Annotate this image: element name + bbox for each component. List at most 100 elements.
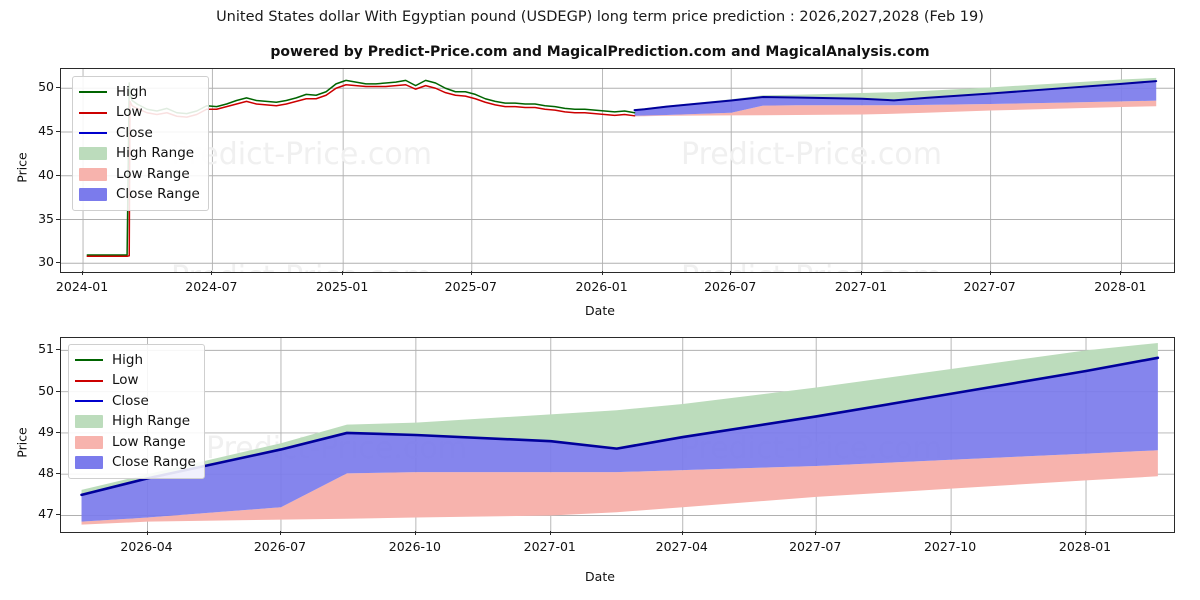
watermark-text: Predict-Price.com <box>171 137 432 172</box>
x-tick-label: 2025-01 <box>316 279 369 294</box>
close-range-band <box>634 81 1157 116</box>
x-tick-mark <box>342 271 344 275</box>
y-tick-mark <box>56 431 60 433</box>
x-tick-mark <box>860 271 862 275</box>
y-tick-label: 40 <box>38 166 54 182</box>
legend-label: Low Range <box>116 165 190 182</box>
legend-swatch-icon <box>79 188 107 202</box>
x-tick-label: 2027-01 <box>834 279 888 294</box>
legend-swatch-icon <box>79 147 107 161</box>
legend-row-low: Low <box>79 103 200 124</box>
legend-swatch-icon <box>79 86 107 99</box>
x-tick-mark <box>989 271 991 275</box>
x-tick-label: 2024-01 <box>55 279 109 294</box>
low-range-band <box>81 450 1158 525</box>
x-tick-label: 2026-07 <box>704 279 757 294</box>
x-tick-mark <box>601 271 603 275</box>
x-tick-mark <box>1085 531 1087 535</box>
legend-row-high: High <box>75 350 196 371</box>
y-tick-label: 30 <box>38 254 54 270</box>
x-tick-mark <box>82 271 84 275</box>
high-range-band <box>634 77 1157 111</box>
x-tick-mark <box>950 531 952 535</box>
legend-row-high-range: High Range <box>79 144 200 165</box>
x-tick-mark <box>211 271 213 275</box>
legend-row-close-range: Close Range <box>79 185 200 206</box>
x-tick-mark <box>1120 271 1122 275</box>
legend-row-low-range: Low Range <box>79 164 200 185</box>
x-tick-mark <box>815 531 817 535</box>
y-tick-label: 45 <box>38 123 54 138</box>
y-tick-label: 49 <box>38 423 54 439</box>
y-tick-label: 47 <box>38 506 54 522</box>
legend-row-low-range: Low Range <box>75 432 196 453</box>
y-tick-label: 48 <box>38 465 54 481</box>
y-tick-label: 50 <box>38 382 54 398</box>
y-tick-mark <box>56 262 60 264</box>
legend-row-close: Close <box>75 391 196 412</box>
x-tick-label: 2027-04 <box>655 539 708 554</box>
x-tick-label: 2027-10 <box>923 539 977 554</box>
close-line <box>80 356 1160 497</box>
legend-label: Close <box>112 392 149 409</box>
y-tick-label: 51 <box>38 341 54 357</box>
legend-row-high-range: High Range <box>75 412 196 433</box>
y-tick-mark <box>56 87 60 89</box>
legend-label: High Range <box>112 413 191 429</box>
legend-row-high: High <box>79 82 200 103</box>
legend-label: Low <box>116 104 143 120</box>
overview-x-axis-label: Date <box>585 303 615 318</box>
y-tick-mark <box>56 349 60 351</box>
forecast-legend: High Low Close High Range Low Range Close Ran… <box>68 344 205 479</box>
x-tick-mark <box>549 531 551 535</box>
forecast-y-axis-label: Price <box>14 427 30 458</box>
legend-swatch-icon <box>75 415 103 429</box>
legend-label: Close <box>116 124 153 141</box>
legend-label: High Range <box>116 145 195 161</box>
x-tick-label: 2028-01 <box>1094 279 1147 294</box>
legend-swatch-icon <box>75 354 103 367</box>
x-tick-label: 2027-01 <box>523 539 576 554</box>
legend-label: Low <box>112 372 139 388</box>
x-tick-mark <box>279 531 281 535</box>
page-title: United States dollar With Egyptian pound… <box>216 9 984 25</box>
watermark-text: Predict-Price.com <box>171 260 432 272</box>
legend-swatch-icon <box>75 435 103 449</box>
x-tick-mark <box>730 271 732 275</box>
legend-label: Close Range <box>116 186 200 202</box>
y-tick-label: 50 <box>38 79 54 95</box>
x-tick-label: 2026-01 <box>575 279 628 294</box>
overview-legend: High Low Close High Range Low Range Close Ran… <box>72 76 209 211</box>
legend-row-low: Low <box>75 371 196 392</box>
forecast-x-axis-label: Date <box>585 569 615 584</box>
x-tick-label: 2028-01 <box>1058 539 1112 554</box>
x-tick-mark <box>414 531 416 535</box>
y-tick-mark <box>56 514 60 516</box>
y-tick-mark <box>56 473 60 475</box>
x-tick-label: 2024-07 <box>185 279 238 294</box>
x-tick-label: 2026-04 <box>120 539 173 554</box>
low-range-band <box>634 100 1157 117</box>
x-tick-label: 2025-07 <box>444 279 497 294</box>
y-tick-mark <box>56 174 60 176</box>
x-tick-mark <box>681 531 683 535</box>
legend-swatch-icon <box>75 395 103 408</box>
y-tick-mark <box>56 131 60 132</box>
watermark-text: Predict-Price.com <box>681 260 942 272</box>
y-tick-label: 35 <box>38 210 54 226</box>
x-tick-mark <box>470 271 472 275</box>
y-tick-mark <box>56 218 60 220</box>
close-range-band <box>81 357 1158 522</box>
legend-row-close: Close <box>79 123 200 144</box>
legend-label: High <box>112 351 144 368</box>
legend-swatch-icon <box>79 167 107 181</box>
legend-row-close-range: Close Range <box>75 453 196 474</box>
watermark-text: Predict-Price.com <box>681 137 942 172</box>
y-tick-mark <box>56 390 60 392</box>
legend-label: High <box>116 83 148 100</box>
legend-swatch-icon <box>75 374 103 387</box>
x-tick-label: 2026-07 <box>253 539 307 554</box>
x-tick-label: 2027-07 <box>963 279 1016 294</box>
